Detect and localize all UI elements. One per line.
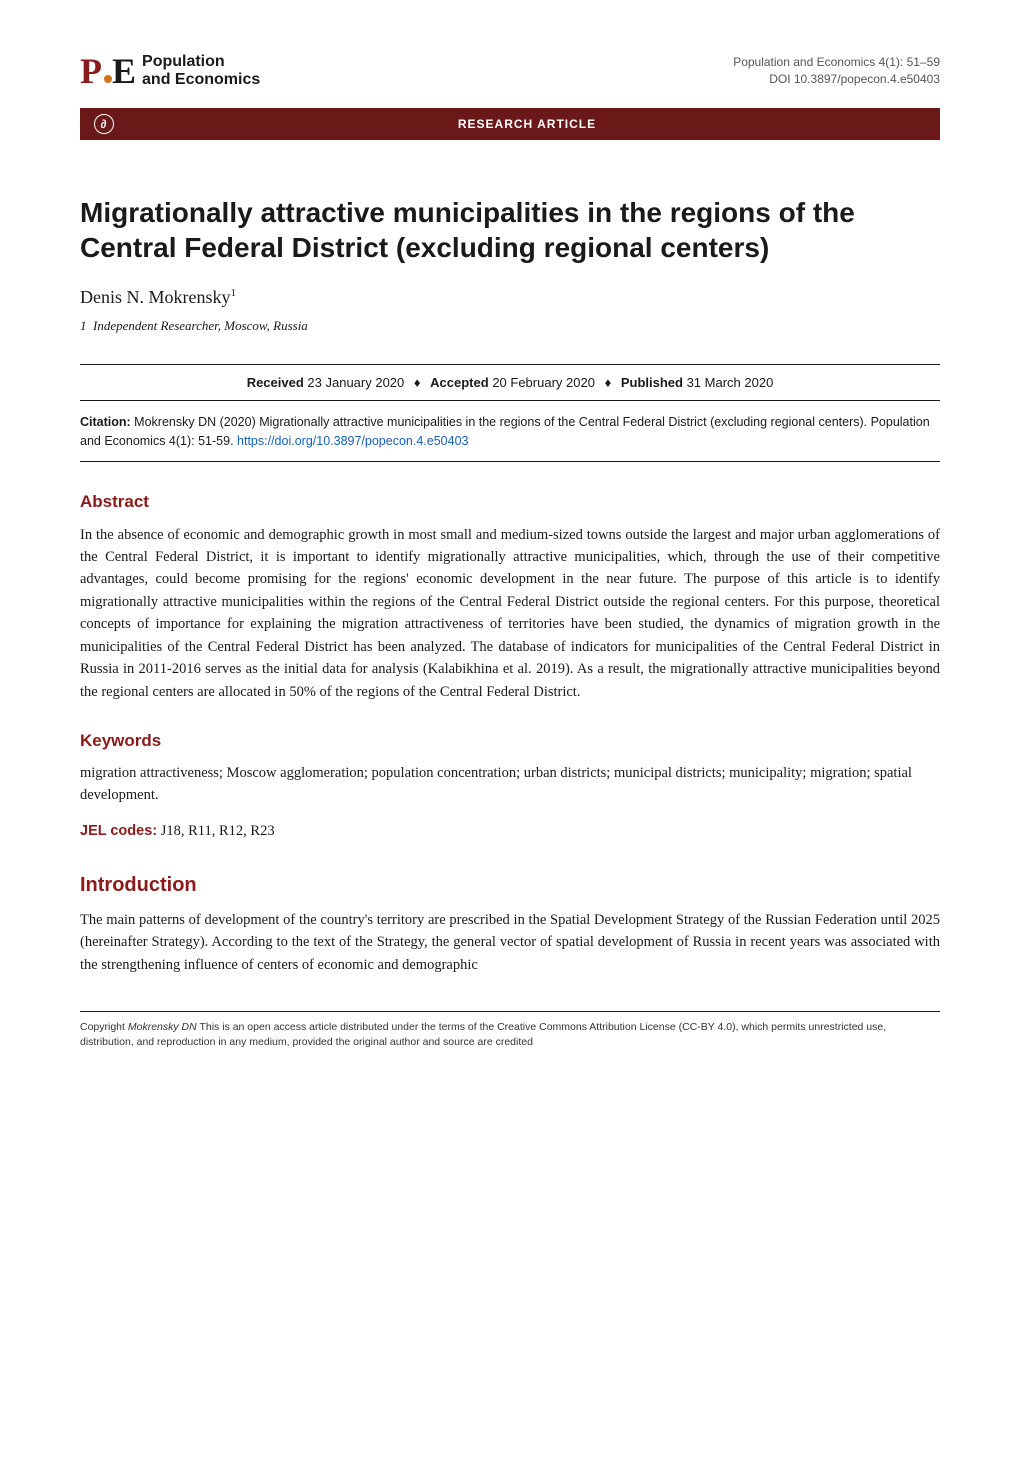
footer-divider xyxy=(80,1011,940,1020)
keywords-body: migration attractiveness; Moscow agglome… xyxy=(80,763,940,807)
copyright-author: Mokrensky DN xyxy=(128,1021,197,1033)
logo-initials: P E xyxy=(80,50,136,92)
abstract-body: In the absence of economic and demograph… xyxy=(80,524,940,704)
logo-dot-icon xyxy=(104,75,112,83)
logo-letter-p: P xyxy=(80,50,102,92)
accepted-label: Accepted xyxy=(430,375,489,390)
affiliation: 1 Independent Researcher, Moscow, Russia xyxy=(80,318,940,334)
date-separator-1: ♦ xyxy=(414,375,421,390)
logo-line-1: Population xyxy=(142,53,260,71)
open-access-icon: ∂ xyxy=(94,114,114,134)
citation-label: Citation: xyxy=(80,415,131,429)
article-type-banner: ∂ RESEARCH ARTICLE xyxy=(80,108,940,140)
banner-label: RESEARCH ARTICLE xyxy=(114,117,940,131)
logo-letter-e: E xyxy=(112,50,136,92)
author-text: Denis N. Mokrensky xyxy=(80,287,231,307)
published-date: 31 March 2020 xyxy=(687,375,774,390)
citation-line: Population and Economics 4(1): 51–59 xyxy=(733,54,940,71)
received-date: 23 January 2020 xyxy=(307,375,404,390)
journal-logo: P E Population and Economics xyxy=(80,50,260,92)
page-header: P E Population and Economics Population … xyxy=(80,50,940,92)
published-label: Published xyxy=(621,375,683,390)
citation-doi-link[interactable]: https://doi.org/10.3897/popecon.4.e50403 xyxy=(237,434,468,448)
affiliation-marker: 1 xyxy=(80,318,87,333)
affiliation-text: Independent Researcher, Moscow, Russia xyxy=(93,318,308,333)
citation-text: Mokrensky DN (2020) Migrationally attrac… xyxy=(80,415,930,448)
accepted-date: 20 February 2020 xyxy=(492,375,595,390)
abstract-heading: Abstract xyxy=(80,492,940,512)
citation-block: Citation: Mokrensky DN (2020) Migrationa… xyxy=(80,413,940,462)
author-affil-marker: 1 xyxy=(231,287,237,299)
jel-codes: JEL codes: J18, R11, R12, R23 xyxy=(80,823,940,840)
copyright-text: This is an open access article distribut… xyxy=(80,1021,886,1048)
header-metadata: Population and Economics 4(1): 51–59 DOI… xyxy=(733,54,940,88)
copyright-prefix: Copyright xyxy=(80,1021,128,1033)
doi-line: DOI 10.3897/popecon.4.e50403 xyxy=(733,71,940,88)
copyright-footer: Copyright Mokrensky DN This is an open a… xyxy=(80,1020,940,1049)
received-label: Received xyxy=(247,375,304,390)
logo-journal-name: Population and Economics xyxy=(142,53,260,88)
article-title: Migrationally attractive municipalities … xyxy=(80,195,940,265)
jel-label: JEL codes: xyxy=(80,823,157,839)
keywords-heading: Keywords xyxy=(80,731,940,751)
author-name: Denis N. Mokrensky1 xyxy=(80,287,940,308)
date-separator-2: ♦ xyxy=(605,375,612,390)
jel-values: J18, R11, R12, R23 xyxy=(161,823,275,839)
publication-dates: Received 23 January 2020 ♦ Accepted 20 F… xyxy=(80,364,940,401)
logo-line-2: and Economics xyxy=(142,71,260,89)
introduction-body: The main patterns of development of the … xyxy=(80,909,940,976)
introduction-heading: Introduction xyxy=(80,874,940,897)
